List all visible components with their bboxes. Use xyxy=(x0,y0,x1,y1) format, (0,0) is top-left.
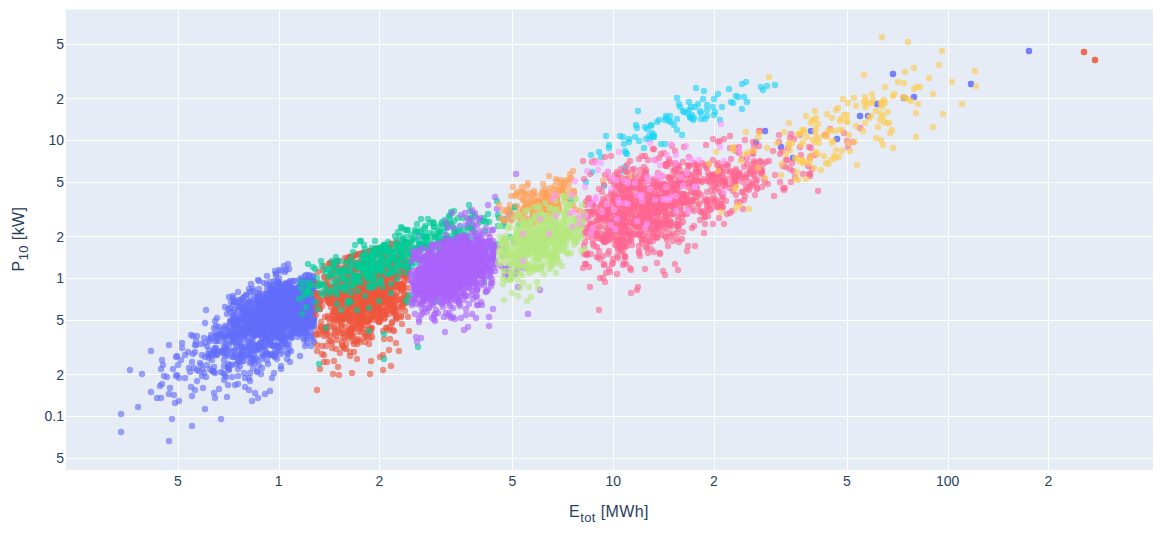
svg-text:5: 5 xyxy=(56,312,64,328)
svg-text:5: 5 xyxy=(56,174,64,190)
svg-text:1: 1 xyxy=(56,270,64,286)
svg-text:1: 1 xyxy=(275,473,283,489)
svg-text:10: 10 xyxy=(605,473,621,489)
svg-text:10: 10 xyxy=(48,132,64,148)
svg-text:2: 2 xyxy=(376,473,384,489)
svg-text:2: 2 xyxy=(710,473,718,489)
svg-text:2: 2 xyxy=(56,91,64,107)
svg-text:2: 2 xyxy=(1045,473,1053,489)
svg-text:0.1: 0.1 xyxy=(45,408,65,424)
svg-text:2: 2 xyxy=(56,367,64,383)
svg-text:5: 5 xyxy=(56,36,64,52)
svg-text:2: 2 xyxy=(56,229,64,245)
svg-text:5: 5 xyxy=(174,473,182,489)
svg-text:5: 5 xyxy=(509,473,517,489)
svg-text:100: 100 xyxy=(936,473,960,489)
svg-text:5: 5 xyxy=(56,450,64,466)
svg-text:5: 5 xyxy=(843,473,851,489)
